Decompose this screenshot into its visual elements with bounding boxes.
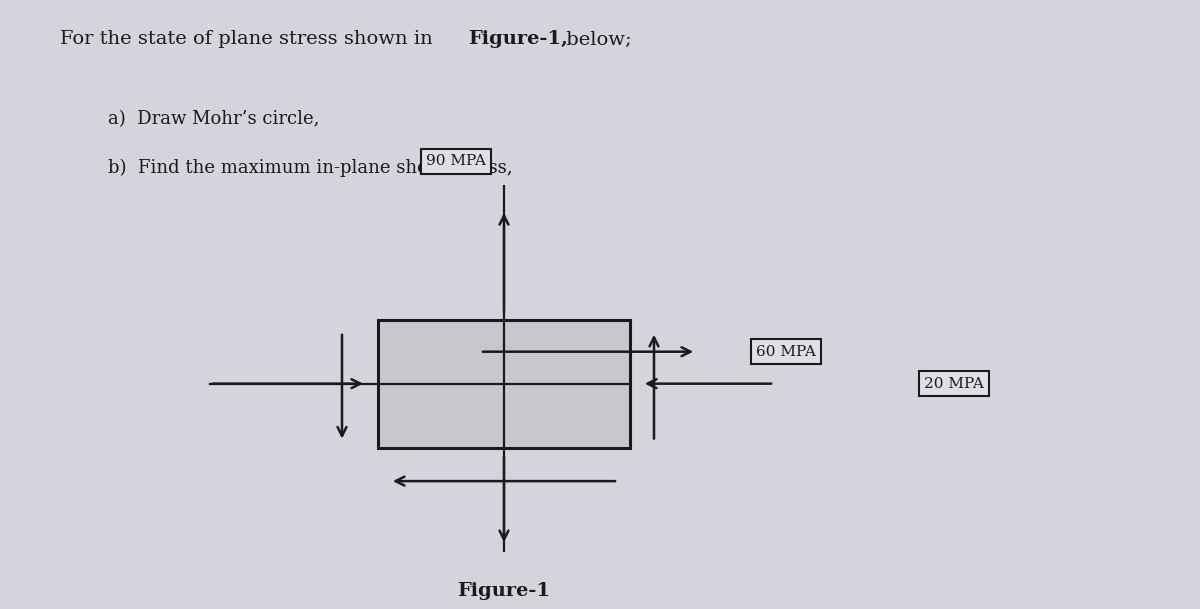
Text: a)  Draw Mohr’s circle,: a) Draw Mohr’s circle, — [108, 110, 319, 128]
Text: Figure-1,: Figure-1, — [468, 30, 568, 49]
Text: Figure-1: Figure-1 — [457, 582, 551, 600]
Text: 60 MPA: 60 MPA — [756, 345, 816, 359]
Text: 90 MPA: 90 MPA — [426, 155, 486, 168]
Text: For the state of plane stress shown in: For the state of plane stress shown in — [60, 30, 439, 49]
Text: 20 MPA: 20 MPA — [924, 377, 984, 390]
Bar — [378, 320, 630, 448]
Text: below;: below; — [560, 30, 631, 49]
Text: b)  Find the maximum in-plane shear stress,: b) Find the maximum in-plane shear stres… — [108, 158, 512, 177]
